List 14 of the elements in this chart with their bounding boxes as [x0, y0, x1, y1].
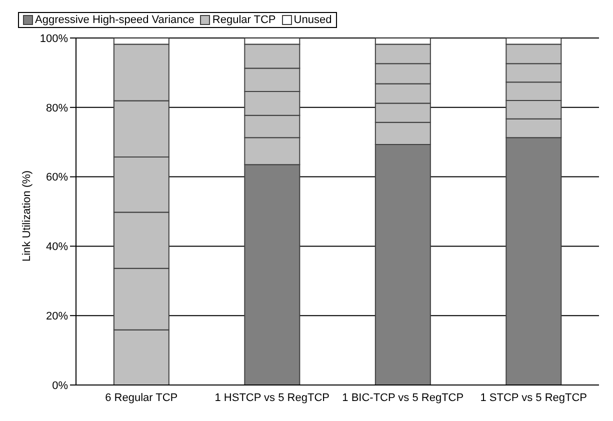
legend-label: Aggressive High-speed Variance — [35, 14, 194, 26]
y-tick-label: 0% — [52, 380, 68, 392]
x-tick-label: 1 STCP vs 5 RegTCP — [480, 392, 588, 404]
y-tick-label: 20% — [46, 310, 68, 323]
y-tick-label: 100% — [40, 32, 68, 45]
y-axis-title: Link Utilization (%) — [20, 170, 33, 262]
x-tick-label: 6 Regular TCP — [105, 392, 178, 404]
y-tick-label: 60% — [46, 172, 68, 184]
x-tick-label: 1 BIC-TCP vs 5 RegTCP — [342, 392, 464, 404]
y-tick-label: 40% — [46, 241, 68, 254]
legend-label: Unused — [294, 14, 332, 26]
y-tick-label: 80% — [46, 102, 68, 114]
x-tick-label: 1 HSTCP vs 5 RegTCP — [214, 392, 330, 404]
legend-label: Regular TCP — [212, 14, 276, 26]
